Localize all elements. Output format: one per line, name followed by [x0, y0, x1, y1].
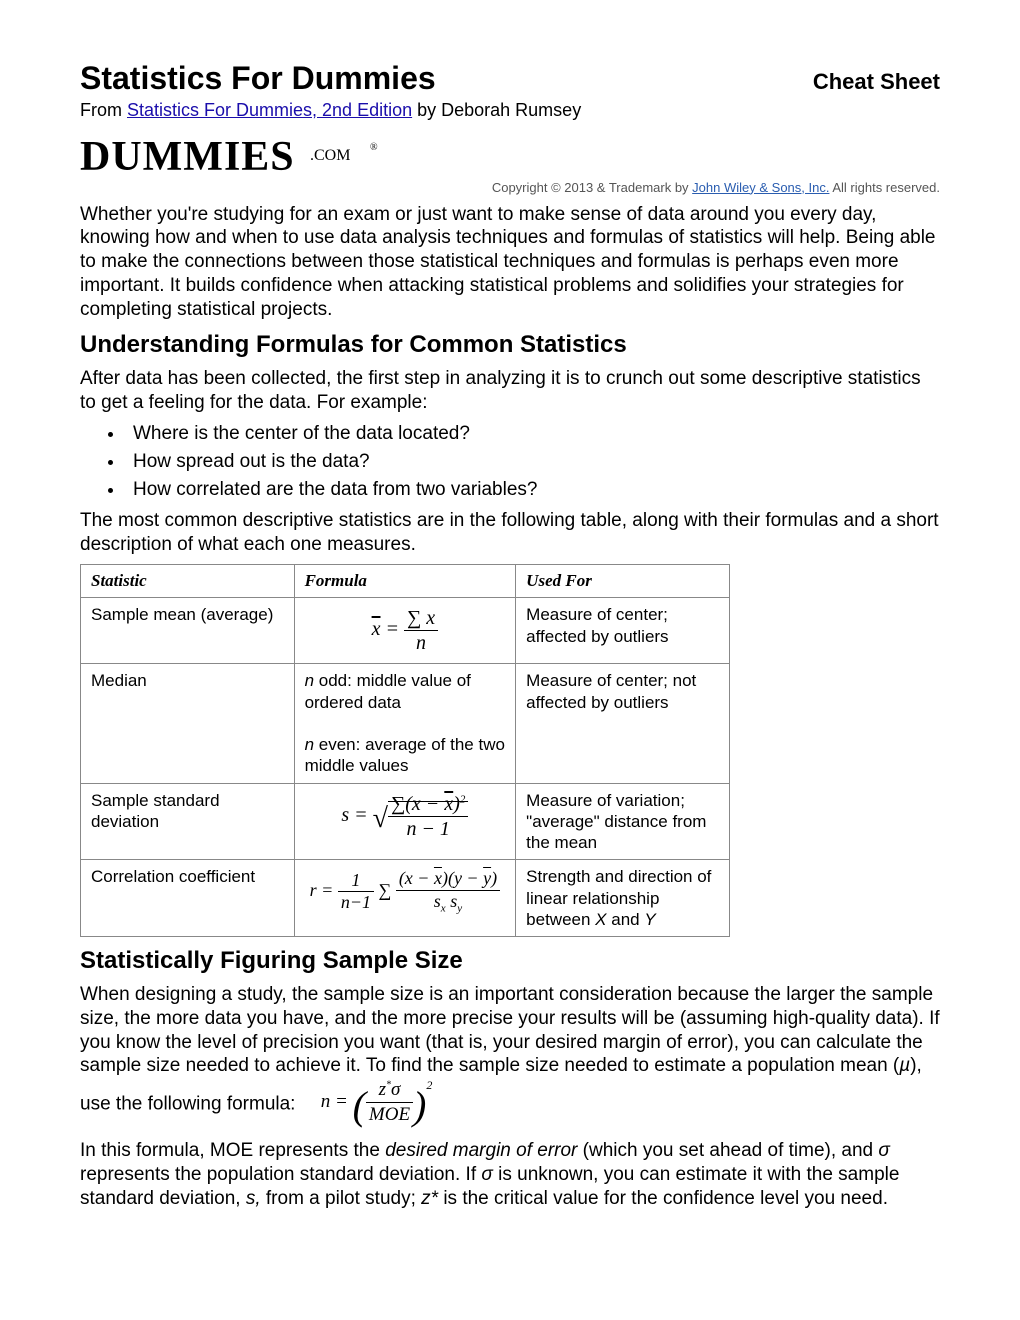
section2-para1: When designing a study, the sample size …: [80, 983, 940, 1131]
subtitle: Cheat Sheet: [813, 69, 940, 95]
svg-text:.COM: .COM: [310, 147, 350, 164]
formula-mean: x = ∑ xn: [294, 598, 516, 664]
col-header-used: Used For: [516, 565, 730, 598]
from-line: From Statistics For Dummies, 2nd Edition…: [80, 99, 940, 122]
stat-name: Correlation coefficient: [81, 860, 295, 937]
svg-text:®: ®: [370, 142, 378, 153]
table-row: Correlation coefficient r = 1n−1 ∑ (x − …: [81, 860, 730, 937]
list-item: How correlated are the data from two var…: [125, 479, 940, 501]
bullet-list: Where is the center of the data located?…: [80, 423, 940, 501]
used-for: Strength and direction of linear relatio…: [516, 860, 730, 937]
table-row: Sample standard deviation s = √∑(x − x)2…: [81, 783, 730, 860]
section2-heading: Statistically Figuring Sample Size: [80, 947, 940, 975]
section1-para1: After data has been collected, the first…: [80, 367, 940, 415]
used-for: Measure of center; not affected by outli…: [516, 664, 730, 783]
used-for: Measure of center; affected by outliers: [516, 598, 730, 664]
publisher-link[interactable]: John Wiley & Sons, Inc.: [692, 180, 829, 195]
used-for: Measure of variation; "average" distance…: [516, 783, 730, 860]
book-link[interactable]: Statistics For Dummies, 2nd Edition: [127, 100, 412, 120]
section1-heading: Understanding Formulas for Common Statis…: [80, 331, 940, 359]
table-row: Sample mean (average) x = ∑ xn Measure o…: [81, 598, 730, 664]
page-title: Statistics For Dummies: [80, 60, 436, 97]
stat-name: Sample standard deviation: [81, 783, 295, 860]
list-item: How spread out is the data?: [125, 451, 940, 473]
table-row: Median n odd: middle value of ordered da…: [81, 664, 730, 783]
table-header-row: Statistic Formula Used For: [81, 565, 730, 598]
section2-para2: In this formula, MOE represents the desi…: [80, 1139, 940, 1210]
stat-name: Sample mean (average): [81, 598, 295, 664]
col-header-formula: Formula: [294, 565, 516, 598]
col-header-statistic: Statistic: [81, 565, 295, 598]
svg-text:DUMMIES: DUMMIES: [80, 134, 295, 180]
stats-table: Statistic Formula Used For Sample mean (…: [80, 564, 730, 937]
formula-correlation: r = 1n−1 ∑ (x − x)(y − y)sx sy: [294, 860, 516, 937]
stat-name: Median: [81, 664, 295, 783]
formula-stddev: s = √∑(x − x)2n − 1: [294, 783, 516, 860]
section1-para2: The most common descriptive statistics a…: [80, 509, 940, 557]
intro-paragraph: Whether you're studying for an exam or j…: [80, 203, 940, 322]
formula-median: n odd: middle value of ordered data n ev…: [294, 664, 516, 783]
sample-size-formula: n = ( z*σ MOE)2: [321, 1078, 433, 1131]
list-item: Where is the center of the data located?: [125, 423, 940, 445]
